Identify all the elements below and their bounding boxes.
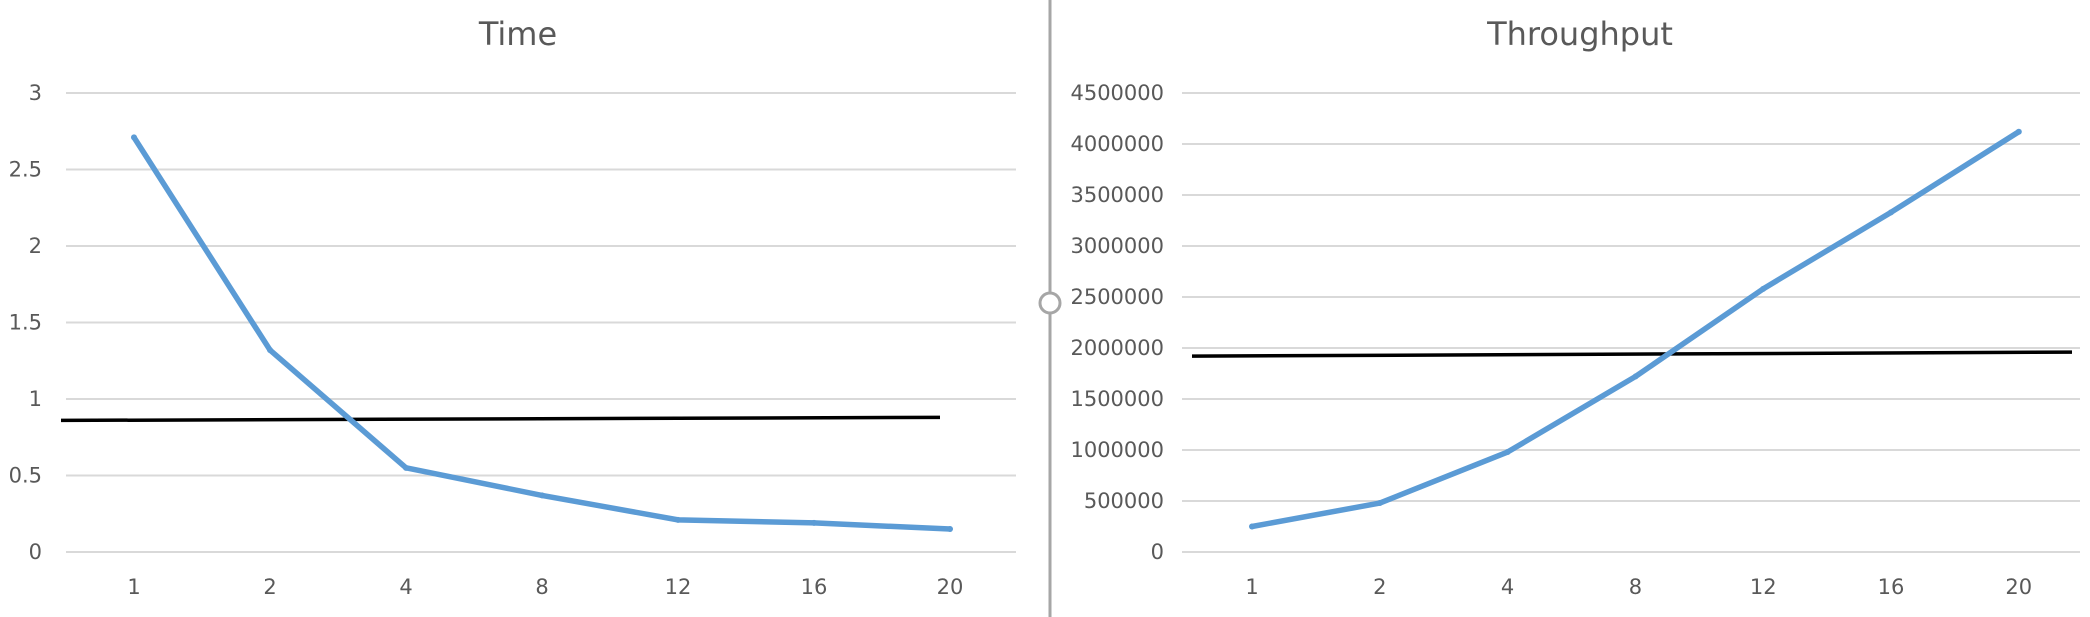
x-tick-label: 1 — [1245, 575, 1258, 599]
y-tick-label: 4500000 — [1070, 81, 1164, 105]
y-tick-label: 2000000 — [1070, 336, 1164, 360]
data-point — [267, 347, 273, 354]
data-point — [811, 519, 817, 526]
y-tick-label: 1 — [29, 387, 42, 411]
data-point — [539, 492, 545, 499]
y-tick-label: 3500000 — [1070, 183, 1164, 207]
x-tick-label: 2 — [263, 575, 276, 599]
circle-handle-icon[interactable] — [1038, 291, 1062, 315]
x-tick-label: 16 — [1878, 575, 1905, 599]
chart-panel-1: Throughput 0 500000 1000000 1500000 2000000 25… — [1070, 15, 2080, 599]
x-tick-label: 2 — [1373, 575, 1386, 599]
x-tick-label: 20 — [937, 575, 964, 599]
y-tick-label: 3000000 — [1070, 234, 1164, 258]
reference-line — [60, 415, 941, 423]
x-tick-label: 20 — [2005, 575, 2032, 599]
y-tick-label: 1000000 — [1070, 438, 1164, 462]
x-tick-label: 1 — [127, 575, 140, 599]
data-point — [1760, 285, 1767, 292]
data-point — [675, 516, 681, 523]
x-tick-label: 4 — [1501, 575, 1514, 599]
data-point — [1249, 523, 1255, 530]
y-tick-label: 0 — [29, 540, 42, 564]
reference-line — [1191, 350, 2073, 358]
series-line — [1249, 129, 2022, 530]
y-tick-label: 0.5 — [9, 464, 42, 488]
data-point — [1376, 500, 1383, 507]
data-point — [947, 526, 953, 533]
data-point — [403, 464, 409, 471]
data-point — [1504, 449, 1511, 456]
series-line — [131, 134, 953, 532]
chart-title: Time — [478, 15, 557, 53]
x-tick-label: 16 — [801, 575, 828, 599]
y-tick-label: 2500000 — [1070, 285, 1164, 309]
y-tick-label: 4000000 — [1070, 132, 1164, 156]
data-point — [2015, 128, 2022, 135]
chart-title: Throughput — [1486, 15, 1673, 53]
data-point — [131, 134, 137, 141]
x-tick-label: 12 — [665, 575, 692, 599]
x-tick-label: 8 — [535, 575, 548, 599]
y-tick-label: 3 — [29, 81, 42, 105]
y-tick-label: 2.5 — [9, 158, 42, 182]
y-tick-label: 1500000 — [1070, 387, 1164, 411]
x-tick-label: 12 — [1750, 575, 1777, 599]
data-point — [1888, 209, 1894, 216]
x-tick-label: 8 — [1629, 575, 1642, 599]
y-tick-label: 1.5 — [9, 311, 42, 335]
y-tick-label: 2 — [29, 234, 42, 258]
y-tick-label: 500000 — [1084, 489, 1164, 513]
data-point — [1632, 373, 1639, 380]
x-tick-label: 4 — [399, 575, 412, 599]
y-tick-label: 0 — [1151, 540, 1164, 564]
